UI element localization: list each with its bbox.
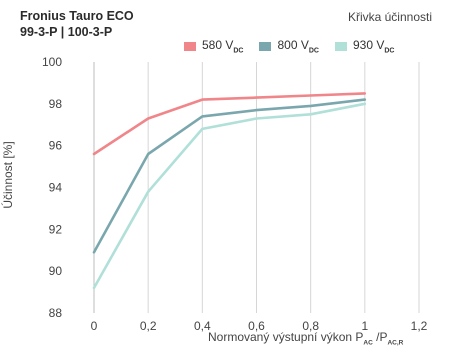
y-tick-label-2: 92 <box>49 222 63 236</box>
y-tick-label-1: 90 <box>49 264 63 278</box>
x-axis-title-sub2: AC,R <box>387 339 404 347</box>
x-tick-label-5: 1 <box>361 319 368 333</box>
y-tick-label-0: 88 <box>49 306 63 320</box>
legend-label-580: 580 VDC <box>202 38 243 54</box>
x-axis-title: Normovaný výstupní výkon PAC /PAC,R <box>208 330 403 346</box>
legend-swatch-930 <box>334 41 347 51</box>
legend-swatch-580 <box>184 41 196 51</box>
x-tick-label-4: 0,8 <box>302 319 319 333</box>
series-line-800-v <box>92 98 367 254</box>
legend-label-800: 800 VDC <box>277 38 318 54</box>
x-axis-title-pre: Normovaný výstupní výkon P <box>208 330 364 344</box>
legend-label-580-main: 580 V <box>202 38 234 52</box>
y-tick-label-6: 100 <box>42 55 62 69</box>
x-tick-label-0: 0 <box>91 319 98 333</box>
x-tick-label-3: 0,6 <box>248 319 265 333</box>
chart-title-line1: Fronius Tauro ECO <box>20 9 134 23</box>
x-axis-title-mid: /P <box>372 330 388 344</box>
legend-label-930: 930 VDC <box>353 38 394 54</box>
chart-title-line2: 99-3-P | 100-3-P <box>20 25 113 39</box>
x-tick-label-2: 0,4 <box>194 319 211 333</box>
y-tick-label-4: 96 <box>49 139 63 153</box>
legend-item-930: 930 VDC <box>334 38 394 54</box>
chart-legend: 580 VDC 800 VDC 930 VDC <box>184 38 394 54</box>
series-line-580-v <box>92 92 367 156</box>
y-tick-label-3: 94 <box>49 181 63 195</box>
legend-label-800-main: 800 V <box>277 38 309 52</box>
chart-subtitle: Křivka účinnosti <box>347 10 432 24</box>
series-line-930-v <box>92 102 367 290</box>
legend-item-580: 580 VDC <box>184 38 243 54</box>
x-tick-label-1: 0,2 <box>140 319 157 333</box>
legend-label-800-sub: DC <box>308 47 319 55</box>
chart-title: Fronius Tauro ECO 99-3-P | 100-3-P <box>20 8 134 40</box>
y-tick-label-5: 98 <box>49 97 63 111</box>
x-tick-label-6: 1,2 <box>411 319 428 333</box>
legend-label-930-main: 930 V <box>352 38 385 52</box>
legend-label-580-sub: DC <box>233 47 244 55</box>
x-axis-title-sub1: AC <box>363 339 373 347</box>
legend-label-930-sub: DC <box>384 47 395 55</box>
legend-swatch-800 <box>259 41 272 51</box>
legend-item-800: 800 VDC <box>259 38 319 54</box>
